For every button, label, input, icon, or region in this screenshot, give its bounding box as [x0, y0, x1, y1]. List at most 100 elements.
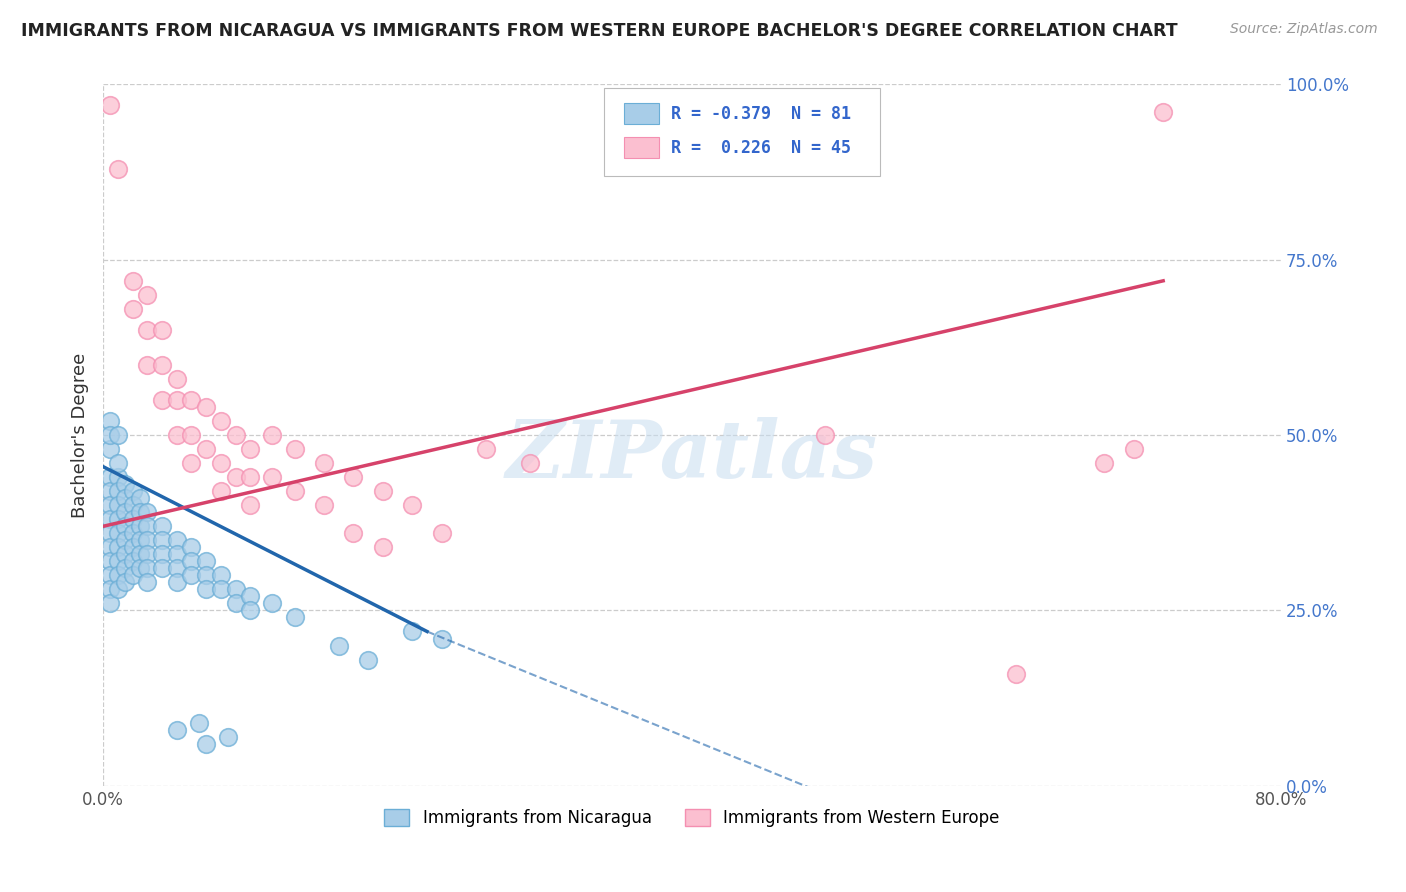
- Point: [430, 526, 453, 541]
- Point: [107, 582, 129, 597]
- FancyBboxPatch shape: [624, 103, 659, 124]
- Point: [129, 533, 152, 548]
- Point: [371, 484, 394, 499]
- Point: [136, 505, 159, 519]
- Point: [401, 498, 423, 512]
- Point: [150, 323, 173, 337]
- Point: [342, 470, 364, 484]
- Point: [150, 561, 173, 575]
- Point: [136, 519, 159, 533]
- Point: [357, 652, 380, 666]
- Point: [180, 428, 202, 442]
- Point: [239, 603, 262, 617]
- Text: R =  0.226  N = 45: R = 0.226 N = 45: [671, 138, 851, 157]
- Point: [166, 428, 188, 442]
- Point: [100, 484, 122, 499]
- FancyBboxPatch shape: [624, 137, 659, 158]
- Point: [150, 547, 173, 561]
- Text: ZIPatlas: ZIPatlas: [506, 417, 879, 495]
- Point: [136, 323, 159, 337]
- Point: [239, 442, 262, 457]
- Point: [209, 582, 232, 597]
- Point: [121, 554, 143, 568]
- Point: [239, 498, 262, 512]
- Point: [100, 582, 122, 597]
- Point: [114, 477, 136, 491]
- Point: [114, 575, 136, 590]
- Point: [813, 428, 835, 442]
- Point: [107, 512, 129, 526]
- Point: [107, 428, 129, 442]
- Point: [100, 98, 122, 112]
- Point: [180, 554, 202, 568]
- Point: [100, 554, 122, 568]
- Point: [209, 414, 232, 428]
- Point: [166, 392, 188, 407]
- Point: [121, 498, 143, 512]
- Point: [107, 554, 129, 568]
- Point: [136, 533, 159, 548]
- Point: [430, 632, 453, 646]
- Point: [114, 491, 136, 506]
- Point: [195, 442, 218, 457]
- Point: [262, 428, 284, 442]
- Point: [312, 498, 335, 512]
- Point: [209, 484, 232, 499]
- Point: [283, 442, 305, 457]
- Point: [100, 470, 122, 484]
- Point: [107, 161, 129, 176]
- Point: [180, 392, 202, 407]
- Point: [114, 547, 136, 561]
- Point: [1122, 442, 1144, 457]
- Point: [166, 575, 188, 590]
- Point: [342, 526, 364, 541]
- Point: [312, 456, 335, 470]
- Point: [195, 554, 218, 568]
- Point: [262, 596, 284, 610]
- Point: [150, 533, 173, 548]
- Point: [107, 470, 129, 484]
- Point: [1092, 456, 1115, 470]
- Point: [195, 400, 218, 414]
- Point: [195, 568, 218, 582]
- Point: [209, 456, 232, 470]
- Point: [129, 547, 152, 561]
- Point: [225, 428, 247, 442]
- Point: [121, 541, 143, 555]
- Point: [187, 715, 209, 730]
- Point: [121, 301, 143, 316]
- Point: [180, 456, 202, 470]
- Point: [100, 541, 122, 555]
- Point: [239, 470, 262, 484]
- Point: [136, 575, 159, 590]
- Point: [225, 582, 247, 597]
- Point: [371, 541, 394, 555]
- Point: [217, 730, 239, 744]
- Legend: Immigrants from Nicaragua, Immigrants from Western Europe: Immigrants from Nicaragua, Immigrants fr…: [378, 802, 1007, 833]
- Point: [100, 568, 122, 582]
- Point: [180, 568, 202, 582]
- Point: [107, 526, 129, 541]
- Point: [262, 470, 284, 484]
- Point: [150, 358, 173, 372]
- Point: [107, 541, 129, 555]
- Point: [114, 533, 136, 548]
- Point: [166, 372, 188, 386]
- Point: [129, 491, 152, 506]
- Point: [114, 505, 136, 519]
- Point: [100, 428, 122, 442]
- Point: [121, 274, 143, 288]
- Point: [107, 484, 129, 499]
- Text: IMMIGRANTS FROM NICARAGUA VS IMMIGRANTS FROM WESTERN EUROPE BACHELOR'S DEGREE CO: IMMIGRANTS FROM NICARAGUA VS IMMIGRANTS …: [21, 22, 1178, 40]
- Point: [121, 568, 143, 582]
- Point: [100, 512, 122, 526]
- Point: [107, 456, 129, 470]
- Point: [166, 533, 188, 548]
- Point: [100, 498, 122, 512]
- Point: [519, 456, 541, 470]
- Point: [136, 288, 159, 302]
- Point: [166, 723, 188, 737]
- Point: [166, 547, 188, 561]
- Point: [129, 505, 152, 519]
- Point: [107, 498, 129, 512]
